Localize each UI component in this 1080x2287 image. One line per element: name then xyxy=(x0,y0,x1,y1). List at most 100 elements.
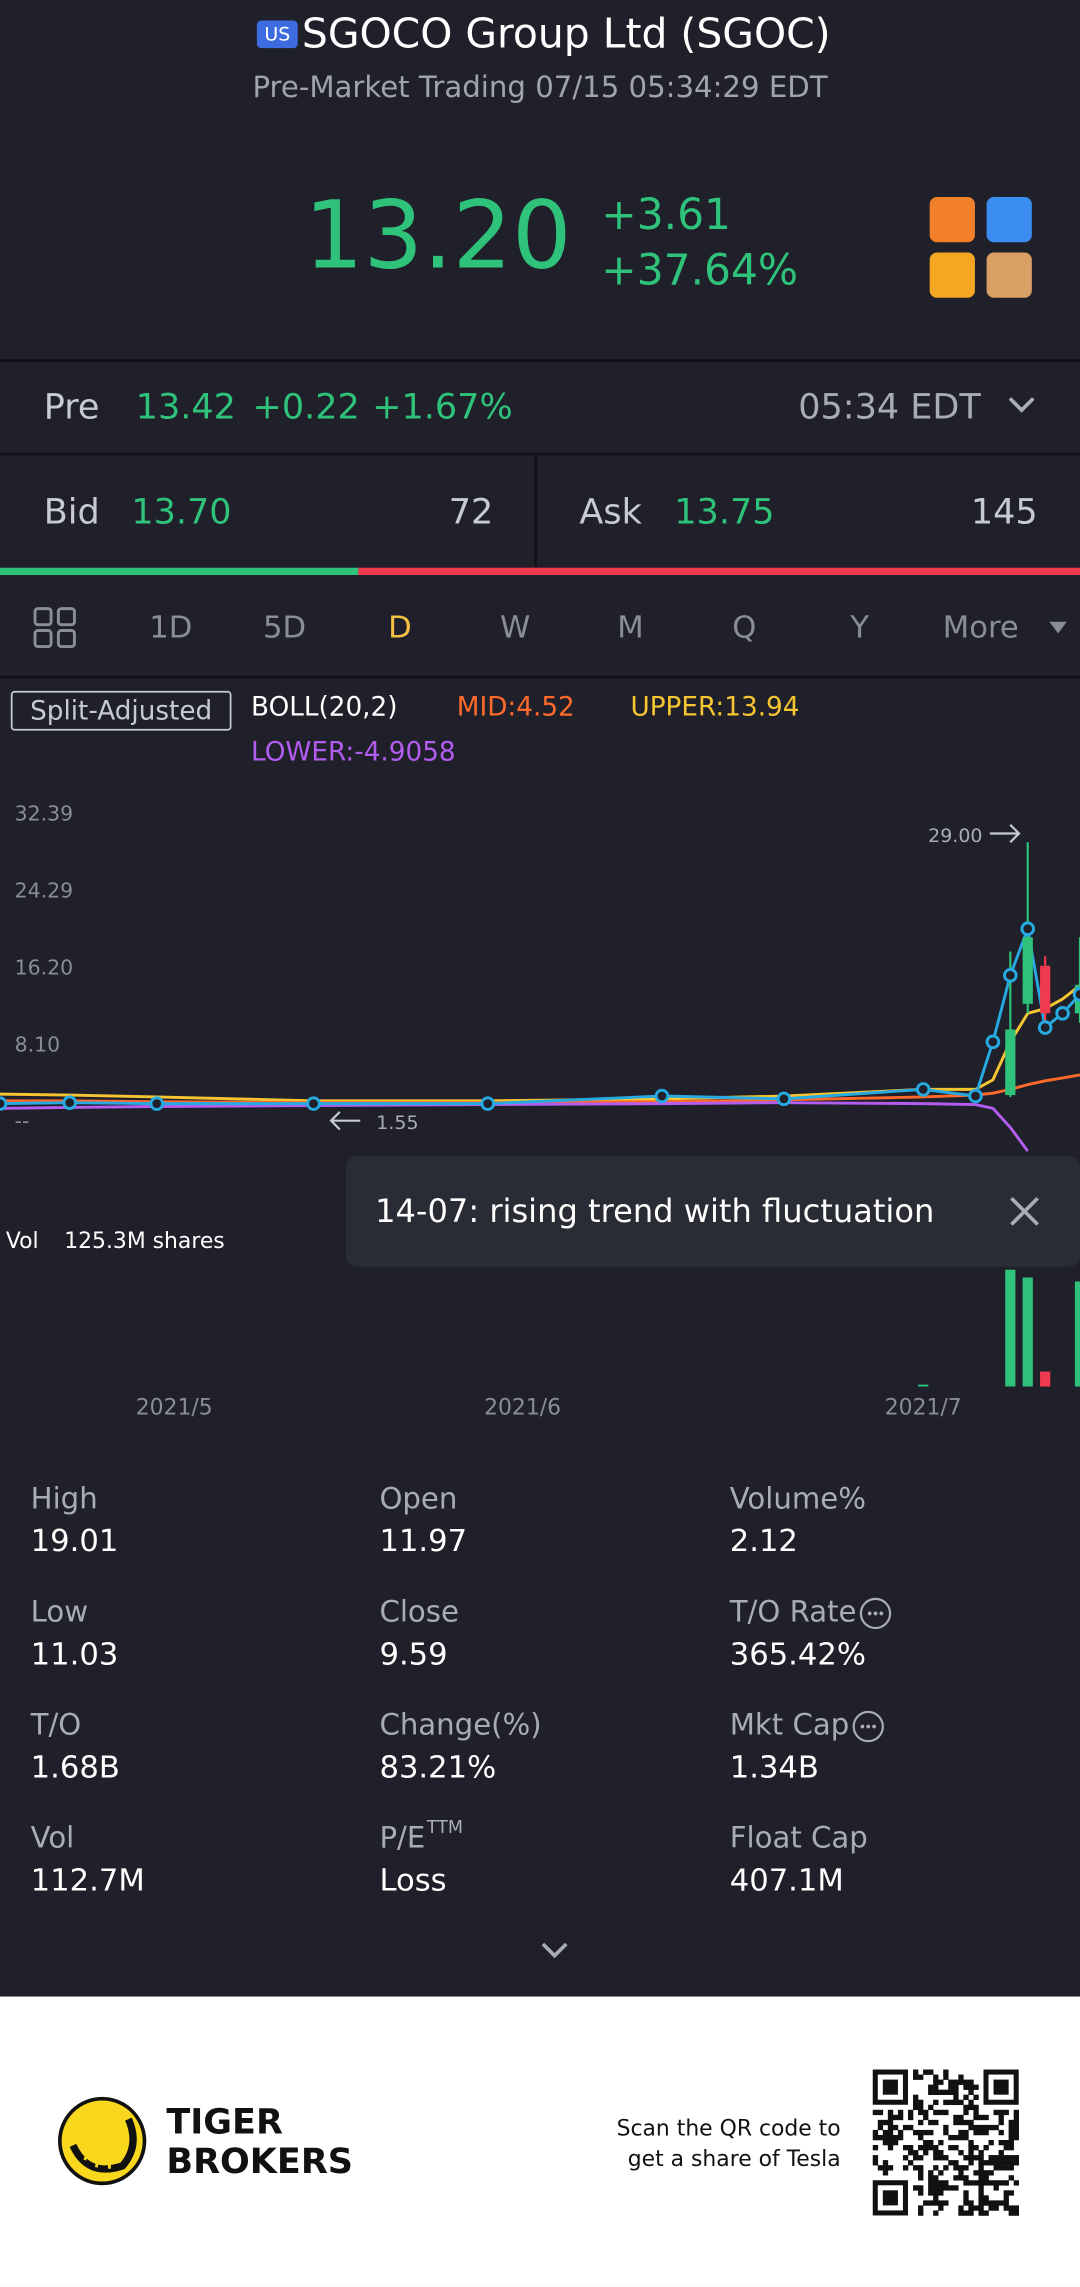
expand-icon[interactable] xyxy=(541,1942,568,1959)
expand-icon[interactable] xyxy=(1008,397,1035,413)
qr-cell xyxy=(923,2129,929,2136)
close-icon[interactable] xyxy=(1010,1196,1039,1226)
qr-cell xyxy=(963,2190,969,2196)
qr-cell xyxy=(938,2150,944,2156)
qr-cell xyxy=(978,2124,984,2131)
qr-cell xyxy=(1008,2210,1014,2216)
qr-cell xyxy=(998,2160,1004,2166)
candle-body xyxy=(1005,1029,1016,1096)
tab[interactable]: Q xyxy=(732,611,756,646)
icon[interactable] xyxy=(929,252,975,298)
qr-cell xyxy=(978,2150,984,2156)
qr-cell xyxy=(968,2210,974,2216)
tab[interactable]: 5D xyxy=(263,611,306,646)
qr-cell xyxy=(948,2079,954,2085)
qr-cell xyxy=(958,2074,964,2080)
point-marker xyxy=(1037,1020,1053,1035)
dropdown-icon[interactable] xyxy=(1049,621,1067,634)
info-icon[interactable] xyxy=(852,1710,884,1743)
qr-cell xyxy=(978,2180,984,2186)
qr-cell xyxy=(872,2109,879,2116)
qr-cell xyxy=(948,2185,954,2191)
tab[interactable]: W xyxy=(500,611,530,646)
toast xyxy=(345,1155,1080,1267)
qr-cell xyxy=(1008,2124,1014,2131)
qr-cell xyxy=(973,2124,979,2131)
qr-cell xyxy=(1003,2200,1009,2206)
qr-cell xyxy=(973,2205,979,2211)
qr-cell xyxy=(928,2180,934,2186)
tab[interactable]: M xyxy=(617,611,643,646)
point-marker xyxy=(915,1082,931,1097)
point-marker xyxy=(0,1096,8,1111)
qr-cell xyxy=(978,2129,984,2136)
qr-cell xyxy=(887,2134,894,2141)
qr-cell xyxy=(988,2139,994,2146)
qr-cell xyxy=(993,2165,999,2171)
qr-cell xyxy=(963,2175,969,2181)
tab[interactable]: More xyxy=(943,611,1019,646)
qr-cell xyxy=(998,2114,1004,2121)
icon[interactable] xyxy=(929,197,975,243)
max-label: 29.00 xyxy=(928,825,982,847)
volume-bar xyxy=(1040,1371,1051,1387)
tab[interactable]: Y xyxy=(849,611,869,646)
qr-cell xyxy=(892,2134,899,2141)
qr-cell xyxy=(933,2185,939,2191)
qr-cell xyxy=(978,2205,984,2211)
qr-cell xyxy=(923,2069,929,2075)
qr-cell xyxy=(1003,2109,1009,2116)
qr-cell xyxy=(1003,2180,1009,2186)
qr-cell xyxy=(958,2114,964,2121)
qr-cell xyxy=(1003,2139,1009,2146)
tab-bar: 1D 5D D W M Q Y More xyxy=(149,611,1018,646)
qr-cell xyxy=(963,2165,969,2171)
qr-cell xyxy=(973,2170,979,2176)
icon[interactable] xyxy=(986,197,1032,243)
layout-icon[interactable] xyxy=(33,607,76,649)
indicator-lower: LOWER:-4.9058 xyxy=(251,738,456,768)
bid-size: 72 xyxy=(449,492,494,533)
qr-cell xyxy=(938,2185,944,2191)
qr-cell xyxy=(988,2180,994,2186)
stat-value: Loss xyxy=(379,1863,446,1898)
stat-value: 407.1M xyxy=(730,1863,844,1898)
qr-cell xyxy=(998,2150,1004,2156)
qr-cell xyxy=(953,2134,959,2141)
qr-cell xyxy=(918,2170,924,2176)
qr-cell xyxy=(933,2084,939,2090)
volume-label: Vol xyxy=(6,1229,39,1254)
tab[interactable]: 1D xyxy=(149,611,192,646)
qr-cell xyxy=(983,2210,989,2216)
qr-cell xyxy=(907,2114,914,2121)
qr-cell xyxy=(887,2129,894,2136)
candle-body xyxy=(1040,965,1051,1014)
bid-bar xyxy=(0,567,359,576)
qr-cell xyxy=(938,2190,944,2196)
tab[interactable]: D xyxy=(388,611,412,646)
volume-bar xyxy=(1005,1269,1016,1387)
qr-cell xyxy=(882,2119,889,2126)
stat-label: Vol xyxy=(31,1821,75,1855)
qr-cell xyxy=(978,2200,984,2206)
qr-cell xyxy=(887,2124,894,2131)
change: +3.61 xyxy=(601,190,731,239)
qr-cell xyxy=(1008,2160,1014,2166)
qr-cell xyxy=(907,2145,914,2151)
qr-cell xyxy=(933,2165,939,2171)
qr-cell xyxy=(907,2109,914,2116)
point-marker xyxy=(776,1091,792,1107)
qr-cell xyxy=(943,2074,949,2080)
qr-cell xyxy=(938,2155,944,2161)
qr-cell xyxy=(968,2104,974,2111)
qr-cell xyxy=(943,2155,949,2161)
qr-cell xyxy=(923,2150,929,2156)
info-icon[interactable] xyxy=(859,1597,892,1630)
icon[interactable] xyxy=(986,252,1032,298)
stat-label: Low xyxy=(31,1594,88,1628)
qr-cell xyxy=(887,2119,894,2126)
market-badge xyxy=(256,20,298,49)
adjust-label[interactable]: Split-Adjusted xyxy=(30,697,212,727)
adjust-box[interactable] xyxy=(10,690,232,731)
qr-cell xyxy=(978,2155,984,2161)
